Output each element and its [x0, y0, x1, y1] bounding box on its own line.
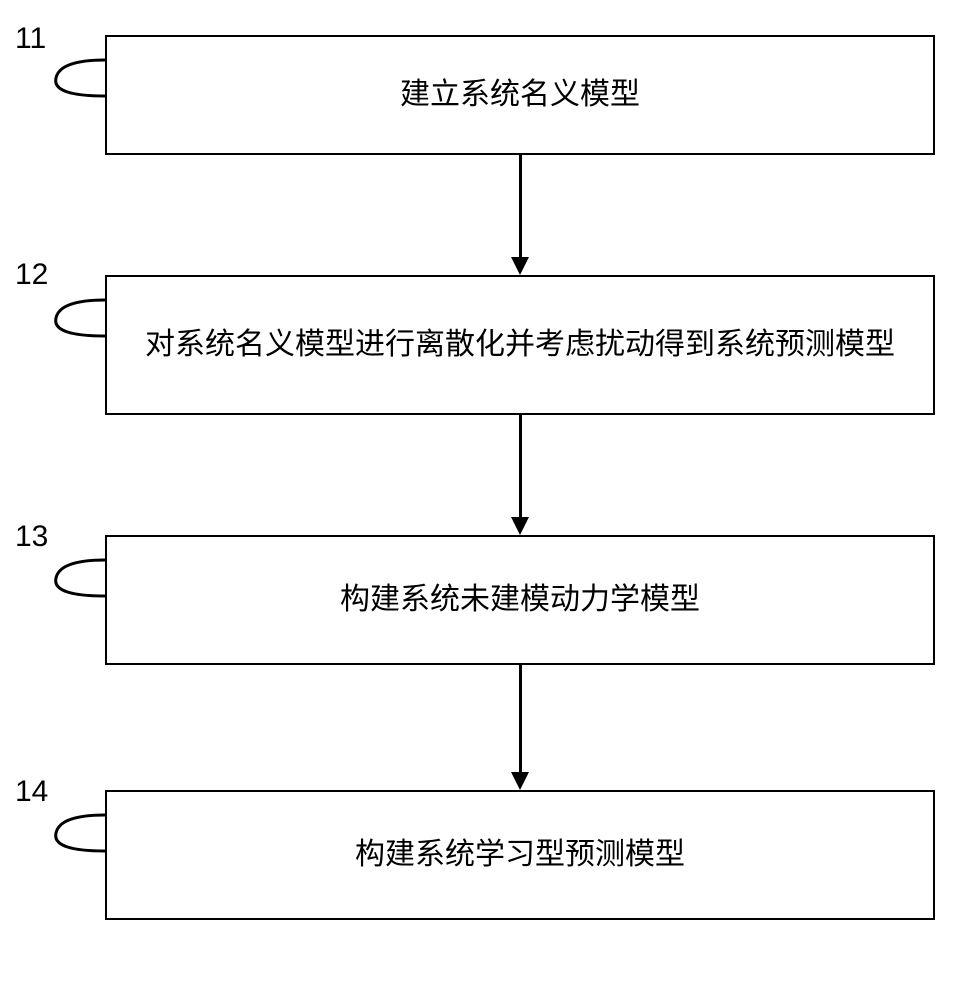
flow-step-14: 构建系统学习型预测模型: [105, 790, 935, 920]
step-label-text: 14: [15, 775, 48, 808]
step-label-text: 11: [15, 22, 46, 55]
flow-step-text: 构建系统学习型预测模型: [355, 831, 685, 879]
step-label-text: 13: [15, 520, 48, 553]
arrow-line-0: [519, 155, 522, 257]
arrow-line-2: [519, 665, 522, 772]
callout-bracket-13: [49, 558, 105, 598]
step-label-text: 12: [15, 258, 48, 291]
flow-step-label-14: 14: [15, 775, 48, 809]
callout-bracket-14: [49, 813, 105, 853]
callout-bracket-11: [49, 58, 105, 98]
flow-step-12: 对系统名义模型进行离散化并考虑扰动得到系统预测模型: [105, 275, 935, 415]
arrow-head-icon-0: [511, 257, 529, 275]
flow-step-text: 对系统名义模型进行离散化并考虑扰动得到系统预测模型: [145, 321, 895, 369]
flow-step-text: 构建系统未建模动力学模型: [340, 576, 700, 624]
flow-step-13: 构建系统未建模动力学模型: [105, 535, 935, 665]
flowchart-canvas: 建立系统名义模型 11 对系统名义模型进行离散化并考虑扰动得到系统预测模型 12 构…: [0, 0, 980, 1000]
callout-bracket-12: [49, 298, 105, 338]
flow-step-text: 建立系统名义模型: [400, 71, 640, 119]
flow-step-label-12: 12: [15, 258, 48, 292]
arrow-head-icon-1: [511, 517, 529, 535]
arrow-line-1: [519, 415, 522, 517]
flow-step-11: 建立系统名义模型: [105, 35, 935, 155]
flow-step-label-13: 13: [15, 520, 48, 554]
flow-step-label-11: 11: [15, 22, 46, 56]
arrow-head-icon-2: [511, 772, 529, 790]
